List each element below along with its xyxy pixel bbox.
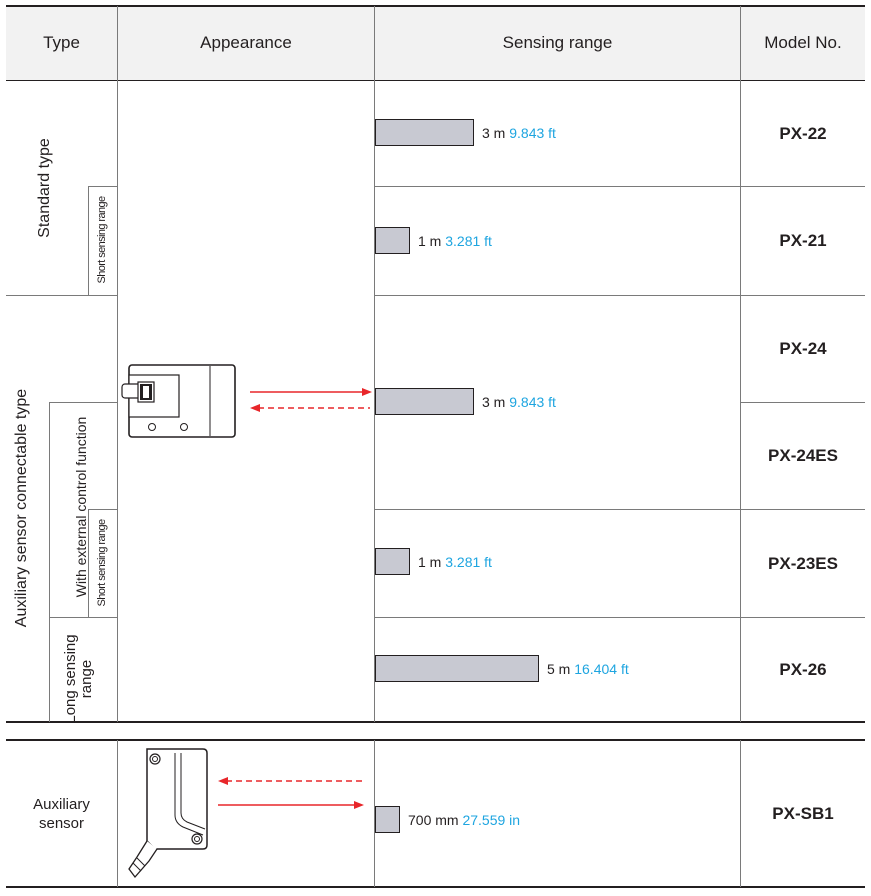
range-text: 1 m 3.281 ft: [418, 233, 492, 249]
type-rule: [88, 509, 89, 617]
model-number: PX-21: [779, 231, 827, 250]
range-metric: 5 m: [547, 661, 571, 677]
aux-label-line1: Auxiliary: [33, 796, 90, 813]
range-metric: 700 mm: [408, 812, 459, 828]
table-top-rule: [6, 5, 865, 7]
range-bar: [375, 806, 400, 833]
type-long-range-label: Long sensing range: [62, 634, 95, 724]
range-metric: 3 m: [482, 125, 506, 141]
range-bar: [375, 388, 474, 415]
type-long-range: Long sensing range: [62, 631, 113, 727]
type-rule: [49, 617, 117, 618]
type-rule: [88, 509, 117, 510]
type-short-range-1: Short sensing range: [96, 196, 108, 284]
type-short-range-2: Short sensing range: [96, 519, 108, 607]
aux-col-divider: [740, 740, 741, 887]
table-bottom-rule: [6, 721, 865, 723]
header-sensing-range: Sensing range: [375, 6, 740, 80]
type-rule: [88, 186, 89, 295]
aux-bottom-rule: [6, 886, 865, 888]
range-text: 5 m 16.404 ft: [547, 661, 629, 677]
range-bar: [375, 655, 539, 682]
aux-col-divider: [117, 740, 118, 887]
header-bottom-rule: [6, 80, 865, 81]
header-appearance: Appearance: [118, 6, 374, 80]
header-model: Model No.: [741, 6, 865, 80]
type-auxiliary-connectable: Auxiliary sensor connectable type: [13, 388, 30, 628]
model-number: PX-SB1: [772, 803, 834, 823]
row-rule: [740, 402, 865, 403]
type-rule: [6, 295, 117, 296]
range-text: 3 m 9.843 ft: [482, 125, 556, 141]
type-rule: [88, 186, 117, 187]
range-text: 700 mm 27.559 in: [408, 812, 520, 828]
range-metric: 1 m: [418, 554, 442, 570]
auxiliary-sensor-icon: [128, 748, 208, 879]
range-imperial: 3.281 ft: [445, 554, 492, 570]
row-rule: [374, 295, 865, 296]
range-imperial: 9.843 ft: [509, 394, 556, 410]
model-number: PX-22: [779, 123, 827, 143]
type-auxiliary-sensor: Auxiliary sensor: [6, 795, 117, 833]
range-imperial: 9.843 ft: [509, 125, 556, 141]
sensor-main-icon: [121, 364, 236, 438]
range-imperial: 16.404 ft: [574, 661, 629, 677]
aux-top-rule: [6, 739, 865, 741]
range-metric: 1 m: [418, 233, 442, 249]
col-divider-1: [117, 6, 118, 722]
range-text: 1 m 3.281 ft: [418, 554, 492, 570]
range-bar: [375, 119, 474, 146]
range-imperial: 3.281 ft: [445, 233, 492, 249]
range-bar: [375, 548, 410, 575]
col-divider-2: [374, 6, 375, 722]
range-imperial: 27.559 in: [462, 812, 521, 828]
range-bar: [375, 227, 410, 254]
col-divider-3: [740, 6, 741, 722]
model-number: PX-24ES: [768, 446, 838, 465]
type-rule: [49, 402, 50, 722]
type-standard: Standard type: [36, 138, 53, 238]
row-rule: [374, 186, 865, 187]
range-metric: 3 m: [482, 394, 506, 410]
row-rule: [374, 509, 865, 510]
row-rule: [374, 617, 865, 618]
type-external-control: With external control function: [73, 416, 89, 598]
beam-return-arrow-icon: [218, 777, 366, 809]
model-number: PX-26: [779, 659, 827, 679]
aux-label-line2: sensor: [38, 815, 85, 832]
header-type: Type: [6, 6, 117, 80]
aux-col-divider: [374, 740, 375, 887]
range-text: 3 m 9.843 ft: [482, 394, 556, 410]
model-number: PX-23ES: [768, 553, 838, 573]
model-number: PX-24: [779, 339, 827, 358]
type-rule: [49, 402, 117, 403]
beam-emit-arrow-icon: [250, 388, 372, 412]
